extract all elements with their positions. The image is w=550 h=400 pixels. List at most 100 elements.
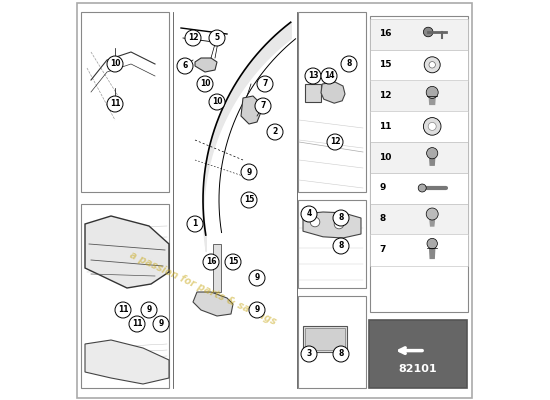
Bar xyxy=(370,50,468,81)
Text: 9: 9 xyxy=(254,306,260,314)
Circle shape xyxy=(249,270,265,286)
Text: 12: 12 xyxy=(330,138,340,146)
Circle shape xyxy=(241,192,257,208)
Circle shape xyxy=(327,134,343,150)
Circle shape xyxy=(429,62,436,68)
Circle shape xyxy=(197,76,213,92)
Circle shape xyxy=(334,219,344,229)
Text: 7: 7 xyxy=(262,80,268,88)
Circle shape xyxy=(153,316,169,332)
Circle shape xyxy=(301,206,317,222)
Circle shape xyxy=(310,217,320,227)
Polygon shape xyxy=(85,216,169,288)
Text: 10: 10 xyxy=(212,98,222,106)
Circle shape xyxy=(428,122,436,130)
Circle shape xyxy=(141,302,157,318)
Polygon shape xyxy=(429,92,436,104)
Circle shape xyxy=(115,302,131,318)
Bar xyxy=(298,200,366,288)
Circle shape xyxy=(241,164,257,180)
Circle shape xyxy=(129,316,145,332)
Text: 11: 11 xyxy=(132,320,142,328)
Circle shape xyxy=(305,68,321,84)
Bar xyxy=(81,12,169,192)
Bar xyxy=(370,80,468,112)
Circle shape xyxy=(427,238,437,249)
Text: 9: 9 xyxy=(254,274,260,282)
Text: 6: 6 xyxy=(183,62,188,70)
Polygon shape xyxy=(303,326,347,352)
Text: 15: 15 xyxy=(244,196,254,204)
Text: 3: 3 xyxy=(306,350,312,358)
Text: 8: 8 xyxy=(379,214,385,223)
Circle shape xyxy=(418,184,426,192)
Text: 12: 12 xyxy=(188,34,198,42)
Text: 15: 15 xyxy=(228,258,238,266)
Text: 5: 5 xyxy=(214,34,219,42)
Text: 10: 10 xyxy=(110,60,120,68)
Polygon shape xyxy=(213,244,221,292)
Bar xyxy=(370,111,468,142)
Polygon shape xyxy=(305,328,345,350)
Text: 9: 9 xyxy=(246,168,252,176)
Circle shape xyxy=(257,76,273,92)
Circle shape xyxy=(333,346,349,362)
Text: 8: 8 xyxy=(338,214,344,222)
Circle shape xyxy=(301,346,317,362)
Polygon shape xyxy=(430,214,435,226)
Bar xyxy=(370,173,468,204)
Text: 7: 7 xyxy=(379,245,386,254)
Text: 10: 10 xyxy=(200,80,210,88)
Text: 16: 16 xyxy=(206,258,216,266)
Circle shape xyxy=(203,254,219,270)
Text: 12: 12 xyxy=(379,91,392,100)
Text: 14: 14 xyxy=(324,72,334,80)
Text: 8: 8 xyxy=(338,350,344,358)
Circle shape xyxy=(424,57,440,73)
Circle shape xyxy=(209,94,225,110)
Text: 11: 11 xyxy=(110,100,120,108)
Text: 9: 9 xyxy=(379,184,386,192)
Text: 16: 16 xyxy=(379,30,392,38)
Text: 2: 2 xyxy=(272,128,278,136)
Circle shape xyxy=(107,96,123,112)
Circle shape xyxy=(177,58,193,74)
Text: S: S xyxy=(255,131,311,205)
Circle shape xyxy=(185,30,201,46)
Text: 1: 1 xyxy=(192,220,197,228)
Polygon shape xyxy=(195,58,217,72)
Polygon shape xyxy=(321,82,345,103)
Polygon shape xyxy=(241,96,261,124)
Circle shape xyxy=(255,98,271,114)
Circle shape xyxy=(424,27,433,37)
Circle shape xyxy=(209,30,225,46)
Text: 13: 13 xyxy=(308,72,318,80)
Text: 7: 7 xyxy=(260,102,266,110)
Circle shape xyxy=(424,118,441,135)
Text: 82101: 82101 xyxy=(399,364,437,374)
Bar xyxy=(370,234,468,266)
Polygon shape xyxy=(430,244,435,258)
Text: 9: 9 xyxy=(146,306,152,314)
Text: 9: 9 xyxy=(158,320,164,328)
Circle shape xyxy=(426,86,438,98)
Circle shape xyxy=(427,148,438,159)
Bar xyxy=(81,204,169,388)
Polygon shape xyxy=(430,153,435,165)
Polygon shape xyxy=(305,84,321,102)
Bar xyxy=(298,296,366,388)
Polygon shape xyxy=(303,212,361,238)
Text: 8: 8 xyxy=(346,60,351,68)
Text: a passion for parts & savings: a passion for parts & savings xyxy=(128,250,278,326)
Bar xyxy=(370,19,468,50)
Polygon shape xyxy=(85,340,169,384)
Circle shape xyxy=(333,238,349,254)
Circle shape xyxy=(267,124,283,140)
Circle shape xyxy=(341,56,357,72)
Bar xyxy=(298,12,366,192)
Text: 8: 8 xyxy=(338,242,344,250)
Circle shape xyxy=(249,302,265,318)
Text: 10: 10 xyxy=(379,153,392,162)
Circle shape xyxy=(107,56,123,72)
Bar xyxy=(370,142,468,173)
